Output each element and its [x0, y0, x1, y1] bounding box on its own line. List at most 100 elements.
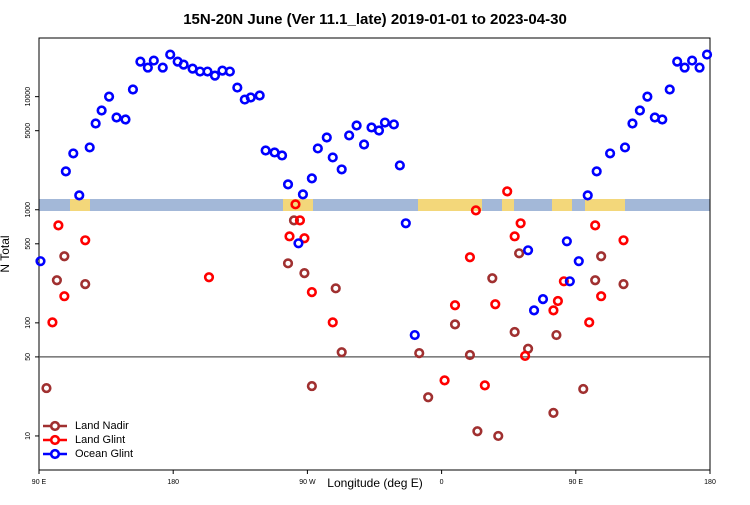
- point: [336, 164, 347, 175]
- point: [127, 84, 139, 95]
- point: [537, 294, 549, 305]
- point: [276, 150, 288, 161]
- x-tick-label: 90 E: [32, 479, 47, 486]
- point: [293, 238, 304, 249]
- point: [297, 189, 309, 200]
- point: [209, 70, 221, 81]
- point: [548, 305, 559, 316]
- point: [604, 148, 616, 159]
- point: [552, 295, 564, 307]
- point: [321, 132, 332, 143]
- point: [96, 105, 107, 116]
- point: [59, 251, 70, 262]
- point: [344, 130, 355, 141]
- legend-marker: [49, 448, 61, 460]
- point: [282, 179, 294, 190]
- point: [165, 49, 176, 60]
- point: [282, 258, 294, 269]
- point: [548, 407, 559, 418]
- point: [642, 91, 653, 102]
- x-tick-label: 0: [440, 479, 444, 486]
- land-strip: [70, 199, 90, 211]
- point: [35, 256, 46, 267]
- point: [657, 114, 668, 125]
- point: [679, 62, 690, 73]
- point: [627, 118, 638, 129]
- point: [564, 276, 575, 287]
- point: [74, 190, 85, 201]
- point: [84, 142, 95, 153]
- point: [449, 300, 461, 311]
- point: [135, 56, 146, 67]
- point: [327, 317, 338, 328]
- point: [414, 348, 425, 359]
- point: [687, 55, 698, 66]
- y-tick-label: 500: [25, 238, 32, 250]
- point: [260, 145, 271, 156]
- point: [573, 256, 584, 267]
- land-strip: [418, 199, 482, 211]
- point: [618, 235, 629, 246]
- chart-title: 15N-20N June (Ver 11.1_late) 2019-01-01 …: [183, 11, 567, 28]
- legend-label: Ocean Glint: [75, 448, 133, 460]
- plot-frame: [38, 37, 711, 471]
- point: [306, 173, 317, 184]
- legend-marker: [49, 420, 61, 432]
- point: [694, 62, 705, 73]
- point: [590, 220, 601, 231]
- y-axis-label: N Total: [0, 235, 12, 272]
- point: [590, 275, 601, 286]
- map-band: [39, 199, 710, 211]
- point: [90, 118, 101, 129]
- y-tick-label: 10000: [25, 87, 32, 107]
- point: [157, 62, 168, 73]
- point: [358, 139, 370, 150]
- point: [502, 186, 513, 197]
- point: [591, 166, 602, 177]
- point: [400, 218, 411, 229]
- point: [439, 375, 450, 386]
- point: [53, 220, 64, 231]
- point: [103, 91, 115, 102]
- point: [148, 55, 159, 66]
- point: [224, 66, 235, 77]
- point: [596, 291, 607, 302]
- point: [561, 236, 572, 247]
- point: [701, 49, 713, 60]
- point: [202, 66, 213, 77]
- point: [290, 199, 301, 210]
- point: [245, 92, 256, 103]
- y-tick-label: 50: [25, 353, 32, 361]
- point: [596, 251, 607, 262]
- point: [68, 148, 79, 159]
- point: [80, 279, 91, 290]
- point: [493, 430, 504, 442]
- point: [528, 305, 540, 316]
- point: [551, 329, 562, 341]
- series: [47, 186, 629, 391]
- point: [514, 248, 525, 259]
- point: [41, 382, 52, 394]
- point: [394, 160, 405, 171]
- point: [351, 120, 362, 131]
- x-tick-label: 180: [167, 479, 179, 486]
- point: [306, 380, 317, 392]
- point: [59, 291, 70, 302]
- y-tick-label: 100: [25, 317, 32, 329]
- point: [522, 245, 534, 256]
- point: [312, 143, 323, 154]
- point: [618, 279, 629, 290]
- point: [254, 90, 265, 101]
- point: [47, 317, 58, 328]
- point: [509, 231, 520, 242]
- point: [336, 347, 347, 358]
- point: [60, 166, 71, 177]
- x-tick-label: 90 W: [299, 479, 316, 486]
- point: [51, 275, 62, 286]
- legend-marker: [49, 434, 61, 446]
- land-strip: [585, 199, 625, 211]
- x-tick-label: 180: [704, 479, 716, 486]
- point: [578, 383, 589, 395]
